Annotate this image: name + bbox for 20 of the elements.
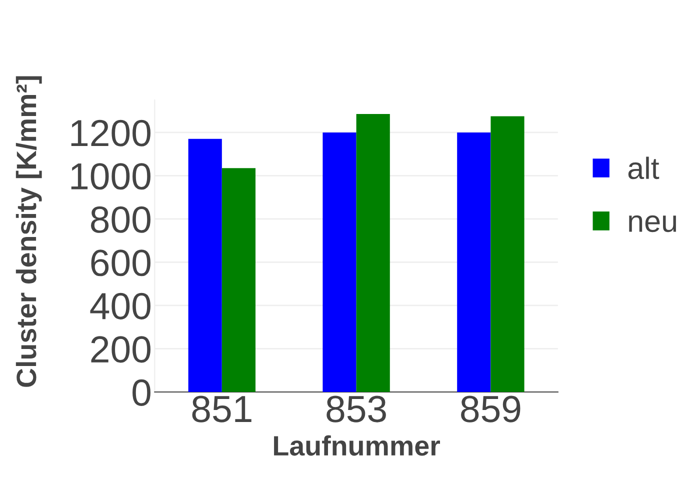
x-tick-label: 853: [326, 396, 386, 422]
y-tick-label: 1000: [71, 163, 150, 190]
y-tick-label: 600: [91, 250, 150, 276]
x-tick-label: 851: [192, 396, 252, 422]
x-axis-title: Laufnummer: [274, 435, 440, 456]
y-axis-title: Cluster density [K/mm²]: [16, 76, 42, 387]
x-tick-label: 859: [461, 396, 520, 422]
y-tick-label: 200: [91, 336, 150, 363]
y-tick-label: 400: [90, 292, 150, 320]
bar: [457, 132, 491, 392]
bar: [322, 132, 356, 392]
y-tick-label: 1200: [71, 120, 150, 146]
bar: [356, 114, 390, 392]
bar: [188, 138, 222, 392]
legend-label: alt: [628, 156, 660, 180]
y-tick-label: 800: [90, 206, 150, 233]
legend-label: neu: [629, 215, 676, 232]
y-tick-label: 0: [132, 379, 150, 406]
bar: [222, 168, 256, 392]
bar: [490, 116, 524, 392]
